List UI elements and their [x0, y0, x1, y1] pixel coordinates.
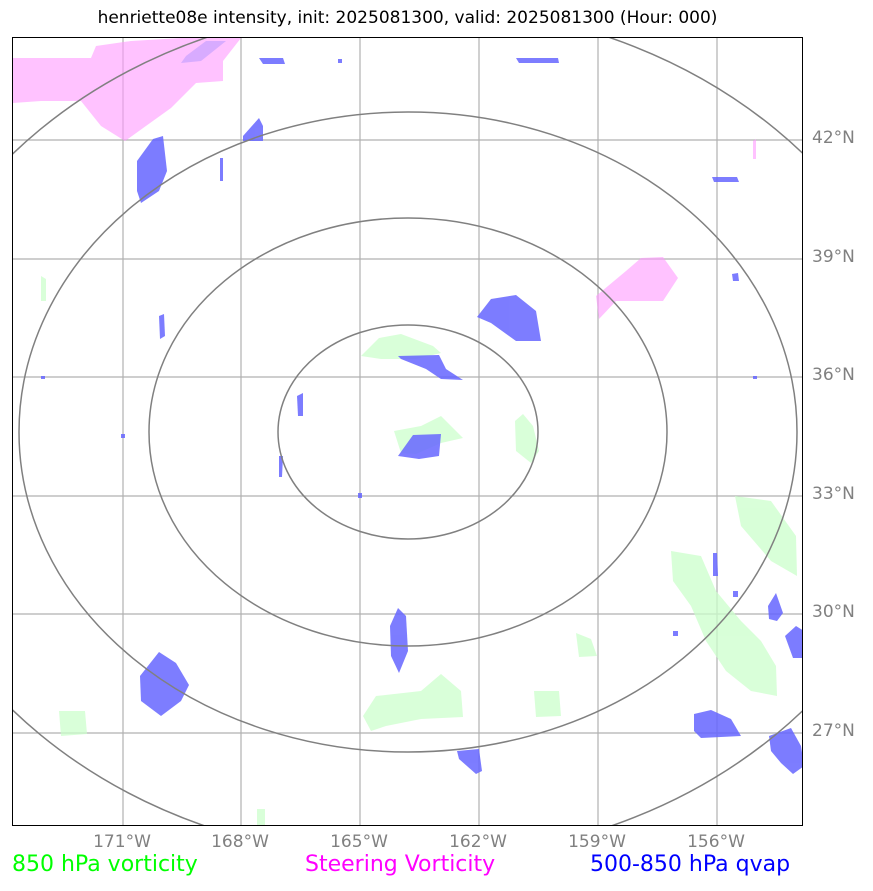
lat-label-27n: 27°N: [812, 721, 855, 741]
qvap-area: [259, 58, 285, 64]
range-ring-2: [148, 217, 668, 647]
vorticity-850-area: [576, 633, 597, 657]
graticule: [13, 38, 802, 825]
steering-vorticity-area: [753, 139, 756, 159]
legend-steering-vorticity: Steering Vorticity: [305, 852, 496, 877]
qvap-area: [181, 41, 226, 63]
qvap-area: [753, 376, 757, 379]
qvap-area: [121, 434, 125, 438]
steering-vorticity-layer: [13, 38, 756, 319]
lat-label-39n: 39°N: [812, 247, 855, 267]
qvap-area: [673, 631, 678, 636]
lon-label-168w: 168°W: [211, 832, 269, 852]
lat-label-33n: 33°N: [812, 484, 855, 504]
vorticity-850-area: [361, 334, 441, 359]
vorticity-850-area: [257, 809, 265, 825]
lat-label-42n: 42°N: [812, 128, 855, 148]
lon-label-165w: 165°W: [330, 832, 388, 852]
vorticity-850-area: [515, 414, 539, 463]
qvap-area: [768, 593, 783, 621]
legend-850-vorticity: 850 hPa vorticity: [12, 852, 198, 877]
qvap-area: [516, 58, 559, 63]
qvap-area: [712, 177, 739, 182]
qvap-area: [785, 626, 802, 658]
qvap-area: [477, 295, 541, 341]
qvap-area: [457, 749, 482, 774]
lon-label-162w: 162°W: [449, 832, 507, 852]
qvap-area: [694, 710, 741, 738]
range-rings: [13, 38, 802, 825]
qvap-area: [137, 136, 167, 203]
qvap-area: [297, 393, 303, 416]
map-title: henriette08e intensity, init: 2025081300…: [97, 8, 718, 28]
steering-vorticity-area: [13, 38, 241, 141]
lon-label-171w: 171°W: [93, 832, 151, 852]
vorticity-850-area: [735, 496, 797, 576]
vorticity-850-area: [363, 674, 463, 731]
map-frame: [12, 37, 803, 826]
qvap-area: [140, 652, 189, 716]
range-ring-1: [277, 324, 539, 540]
lon-label-159w: 159°W: [568, 832, 626, 852]
qvap-area: [390, 608, 408, 673]
vorticity-850-area: [41, 276, 46, 301]
qvap-area: [358, 493, 362, 498]
steering-vorticity-area: [596, 257, 678, 319]
qvap-area: [220, 158, 223, 181]
lat-label-36n: 36°N: [812, 365, 855, 385]
qvap-area: [159, 314, 165, 339]
vorticity-850-area: [671, 551, 777, 696]
vorticity-850-area: [534, 691, 561, 717]
qvap-area: [769, 728, 802, 774]
lat-label-30n: 30°N: [812, 602, 855, 622]
vorticity-850-area: [59, 711, 87, 736]
qvap-area: [243, 118, 263, 141]
qvap-layer: [41, 41, 802, 774]
lon-label-156w: 156°W: [687, 832, 745, 852]
range-ring-3: [18, 111, 798, 753]
qvap-area: [732, 273, 739, 281]
qvap-area: [398, 434, 441, 459]
qvap-area: [398, 355, 463, 380]
qvap-area: [338, 59, 342, 63]
qvap-area: [713, 553, 718, 576]
legend-qvap: 500-850 hPa qvap: [590, 852, 791, 877]
qvap-area: [733, 591, 738, 597]
map-canvas: [13, 38, 802, 825]
qvap-area: [41, 376, 45, 379]
qvap-area: [279, 456, 283, 477]
